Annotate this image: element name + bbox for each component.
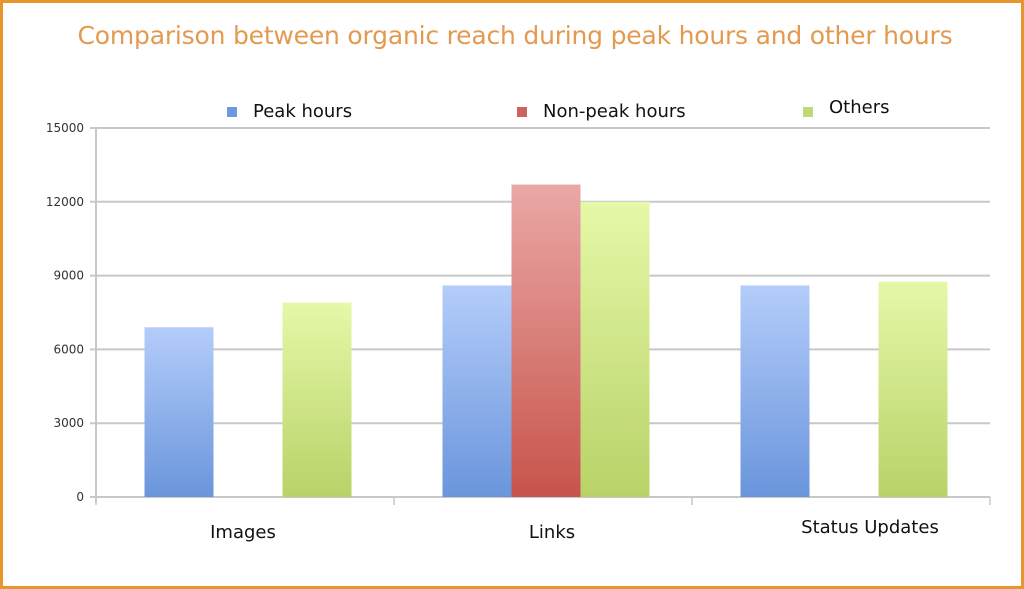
bar-peak-hours <box>740 285 810 497</box>
y-tick-label: 15000 <box>46 121 84 135</box>
category-label: Status Updates <box>801 517 939 538</box>
legend-swatch-others-icon <box>803 106 813 117</box>
y-tick-label: 3000 <box>53 416 84 430</box>
bar-peak-hours <box>442 285 512 497</box>
legend-item-non-peak-hours: Non-peak hours <box>517 101 686 122</box>
category-label: Links <box>529 522 575 543</box>
bar-others <box>878 281 948 497</box>
legend-swatch-peak-icon <box>227 106 237 117</box>
bars <box>144 184 948 498</box>
legend-label: Peak hours <box>253 101 353 122</box>
category-label: Images <box>210 522 276 543</box>
legend-label: Non-peak hours <box>543 101 686 122</box>
chart-title: Comparison between organic reach during … <box>77 21 953 50</box>
y-tick-label: 6000 <box>53 342 84 356</box>
y-tick-label: 12000 <box>46 195 84 209</box>
x-axis: Images Links Status Updates <box>95 497 991 543</box>
bar-others <box>282 302 352 497</box>
y-tick-label: 0 <box>76 490 84 504</box>
bar-others <box>580 201 650 498</box>
legend-item-others: Others <box>803 97 890 118</box>
legend-item-peak-hours: Peak hours <box>227 101 352 122</box>
legend-label: Others <box>829 97 890 118</box>
y-tick-label: 9000 <box>53 269 84 283</box>
bar-peak-hours <box>144 327 214 497</box>
legend-swatch-nonpeak-icon <box>517 106 527 117</box>
y-axis-ticks: 0 3000 6000 9000 12000 15000 <box>46 121 84 504</box>
bar-non-peak-hours <box>511 184 581 497</box>
